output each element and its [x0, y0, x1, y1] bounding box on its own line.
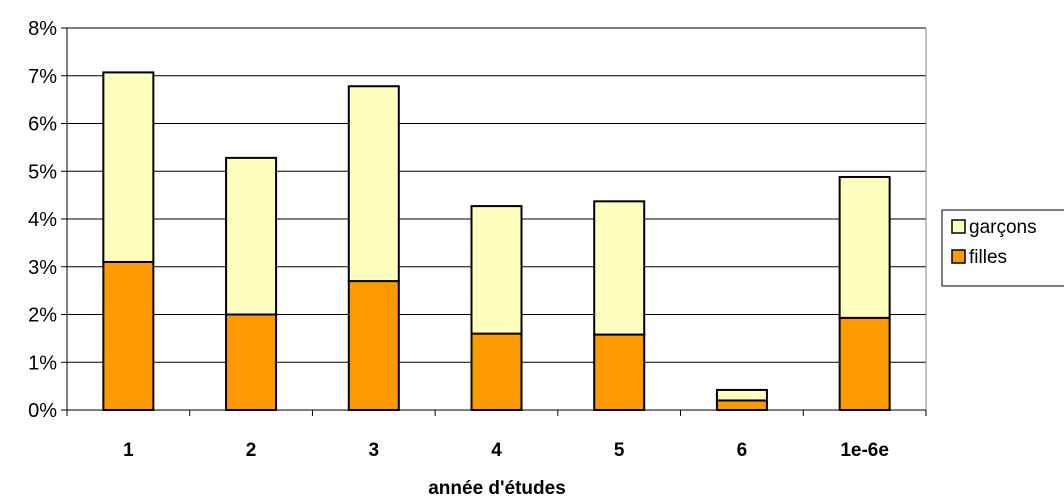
legend-label: filles [969, 247, 1007, 268]
x-tick-label: 6 [737, 440, 748, 461]
y-tick-label: 3% [28, 257, 57, 279]
bar-segment-filles [347, 280, 400, 412]
bar-segment-garcons [102, 71, 155, 263]
x-tick-label: 3 [368, 440, 379, 461]
y-tick-label: 6% [28, 114, 57, 136]
x-tick-label: 1 [123, 440, 134, 461]
y-tick-label: 5% [28, 161, 57, 183]
bars [102, 71, 891, 412]
y-tick-label: 0% [28, 400, 57, 422]
bar-segment-garcons [593, 200, 646, 336]
bar-segment-filles [102, 260, 155, 411]
legend-label: garçons [969, 217, 1037, 238]
bar-segment-filles [593, 333, 646, 411]
x-tick-label: 4 [491, 440, 502, 461]
bar-segment-garcons [470, 205, 523, 335]
bar-segment-garcons [838, 175, 891, 319]
x-tick-labels: 1 2 3 4 5 6 1e-6e [123, 440, 889, 461]
bar-segment-filles [470, 332, 523, 412]
bar-segment-filles [838, 316, 891, 411]
x-tick-label: 5 [614, 440, 625, 461]
bar-segment-filles [715, 399, 768, 412]
bar-segment-garcons [225, 156, 278, 316]
y-tick-label: 7% [28, 66, 57, 88]
legend-swatch [951, 249, 966, 264]
y-tick-labels: 0% 1% 2% 3% 4% 5% 6% 7% 8% [28, 18, 57, 422]
y-tick-label: 8% [28, 18, 57, 40]
bar-segment-filles [225, 313, 278, 411]
axes [61, 27, 927, 416]
x-axis-label: année d'études [428, 478, 566, 499]
bar-segment-garcons [715, 388, 768, 402]
y-tick-label: 4% [28, 209, 57, 231]
bar-segment-garcons [347, 85, 400, 283]
legend: garçons filles [941, 209, 1064, 287]
y-tick-label: 1% [28, 352, 57, 374]
x-tick-label: 1e-6e [840, 440, 889, 461]
legend-swatch [951, 219, 966, 234]
x-tick-label: 2 [246, 440, 257, 461]
y-tick-label: 2% [28, 305, 57, 327]
